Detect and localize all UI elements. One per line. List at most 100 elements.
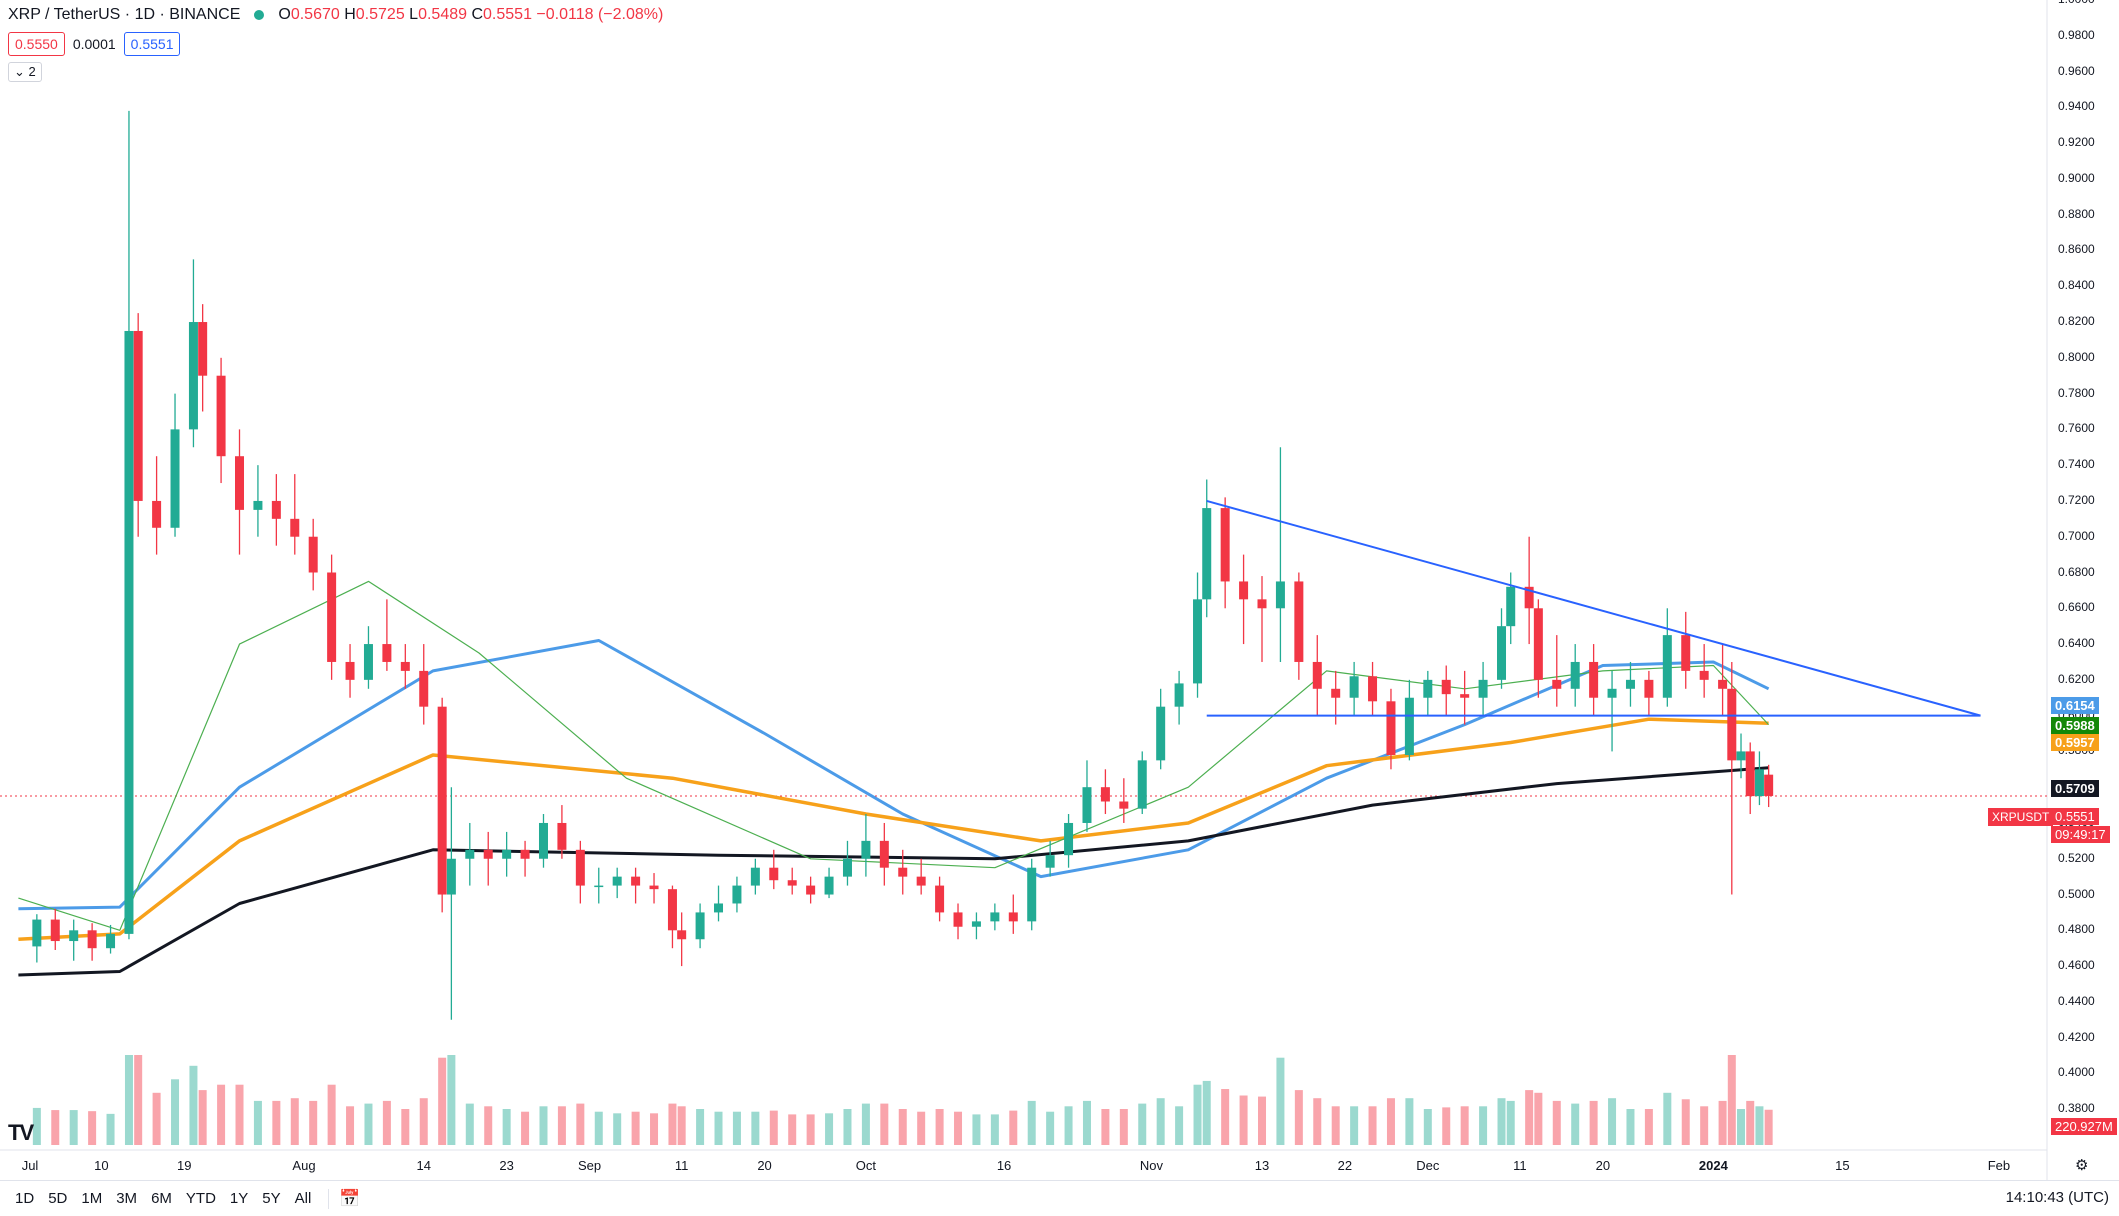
- price-tick-label: 0.7000: [2058, 528, 2095, 543]
- candle-body: [216, 375, 226, 457]
- candle-body: [1625, 679, 1635, 689]
- candle-body: [1524, 586, 1534, 609]
- candle-body: [1100, 787, 1110, 802]
- tradingview-logo[interactable]: TV: [8, 1120, 34, 1145]
- price-tick-label: 0.9000: [2058, 170, 2095, 185]
- volume-bar: [465, 1103, 474, 1145]
- symbol-title[interactable]: XRP / TetherUS · 1D · BINANCE: [8, 6, 241, 23]
- buy-price-button[interactable]: 0.5551: [123, 32, 181, 56]
- candle-body: [1312, 661, 1322, 689]
- volume-bar: [447, 1055, 456, 1145]
- close-value: 0.5551: [483, 6, 532, 23]
- price-tick-label: 0.7600: [2058, 421, 2095, 436]
- candle-body: [594, 885, 604, 888]
- time-tick-label: 11: [674, 1158, 689, 1173]
- price-tick-label: 0.6200: [2058, 671, 2095, 686]
- volume-bar: [189, 1065, 198, 1145]
- volume-bar: [1506, 1100, 1515, 1145]
- volume-bar: [1009, 1110, 1018, 1145]
- volume-bar: [382, 1100, 391, 1145]
- price-tick-label: 0.6800: [2058, 564, 2095, 579]
- volume-bar: [696, 1109, 705, 1145]
- volume-bar: [825, 1113, 834, 1145]
- calendar-icon[interactable]: 📅: [339, 1188, 361, 1208]
- candle-body: [649, 885, 659, 890]
- candle-body: [879, 840, 889, 868]
- range-3m[interactable]: 3M: [116, 1190, 138, 1207]
- volume-bar: [1119, 1109, 1128, 1145]
- volume-bar: [806, 1114, 815, 1145]
- volume-bar: [484, 1106, 493, 1145]
- range-ytd[interactable]: YTD: [185, 1190, 216, 1207]
- price-tick-label: 0.4000: [2058, 1065, 2095, 1080]
- candle-body: [133, 330, 143, 501]
- price-tick-label: 0.6600: [2058, 600, 2095, 615]
- volume-bar: [1064, 1106, 1073, 1145]
- range-5d[interactable]: 5D: [48, 1190, 68, 1207]
- countdown-tag: 09:49:17: [2051, 826, 2110, 843]
- price-tick-label: 0.4800: [2058, 922, 2095, 937]
- volume-bar: [124, 1055, 133, 1145]
- candle-body: [1506, 586, 1516, 627]
- volume-bar: [521, 1111, 530, 1145]
- volume-bar: [631, 1111, 640, 1145]
- range-6m[interactable]: 6M: [151, 1190, 172, 1207]
- volume-bar: [88, 1111, 97, 1145]
- volume-bar: [1755, 1106, 1764, 1145]
- volume-bar: [134, 1055, 143, 1145]
- price-tick-label: 0.5000: [2058, 886, 2095, 901]
- time-tick-label: 16: [996, 1158, 1012, 1173]
- range-all[interactable]: All: [294, 1190, 312, 1207]
- moving-average-green: [18, 580, 1770, 931]
- volume-bar: [861, 1103, 870, 1145]
- candle-body: [363, 644, 373, 680]
- candle-body: [824, 876, 834, 895]
- candle-body: [1718, 679, 1728, 689]
- utc-clock[interactable]: 14:10:43 (UTC): [2005, 1189, 2109, 1206]
- volume-bar: [613, 1113, 622, 1145]
- sell-price-button[interactable]: 0.5550: [8, 32, 65, 56]
- volume-bar: [788, 1114, 797, 1145]
- indicators-toggle-button[interactable]: ⌄ 2: [8, 62, 42, 82]
- volume-bar: [1221, 1089, 1230, 1145]
- volume-bar: [650, 1113, 659, 1145]
- candle-body: [1441, 679, 1451, 695]
- volume-bar: [1525, 1090, 1534, 1145]
- volume-bar: [1497, 1098, 1506, 1145]
- candle-body: [1589, 661, 1599, 698]
- symbol-price-label: XRPUSDT: [1988, 808, 2054, 826]
- candle-body: [253, 500, 263, 510]
- moving-average-black: [18, 766, 1769, 977]
- candle-body: [631, 876, 641, 886]
- time-tick-label: Nov: [1139, 1158, 1164, 1173]
- volume-bar: [1442, 1107, 1451, 1145]
- candle-body: [87, 930, 97, 949]
- volume-bar: [419, 1098, 428, 1145]
- range-5y[interactable]: 5Y: [262, 1190, 281, 1207]
- candle-body: [1681, 635, 1691, 671]
- range-1d[interactable]: 1D: [15, 1190, 35, 1207]
- candle-body: [732, 885, 742, 904]
- price-tick-label: 0.5200: [2058, 850, 2095, 865]
- time-tick-label: 15: [1835, 1158, 1850, 1173]
- candle-body: [575, 849, 585, 886]
- chart-legend: XRP / TetherUS · 1D · BINANCE O0.5670 H0…: [8, 6, 663, 24]
- time-tick-label: 2024: [1698, 1158, 1728, 1173]
- volume-bar: [171, 1079, 180, 1145]
- volume-bar: [1479, 1106, 1488, 1145]
- candle-body: [1478, 679, 1488, 698]
- time-tick-label: 22: [1337, 1158, 1353, 1173]
- candle-body: [1294, 581, 1304, 662]
- candle-body: [1349, 676, 1359, 698]
- candle-body: [612, 876, 622, 886]
- candle-body: [1423, 679, 1433, 698]
- volume-bar: [1737, 1109, 1746, 1145]
- range-1y[interactable]: 1Y: [229, 1190, 249, 1207]
- axis-settings-icon[interactable]: ⚙: [2075, 1157, 2089, 1174]
- ma-green-tag: 0.5988: [2051, 717, 2099, 734]
- volume-bar: [1027, 1100, 1036, 1145]
- candle-body: [1202, 508, 1212, 600]
- volume-bar: [1405, 1098, 1414, 1145]
- range-1m[interactable]: 1M: [81, 1190, 103, 1207]
